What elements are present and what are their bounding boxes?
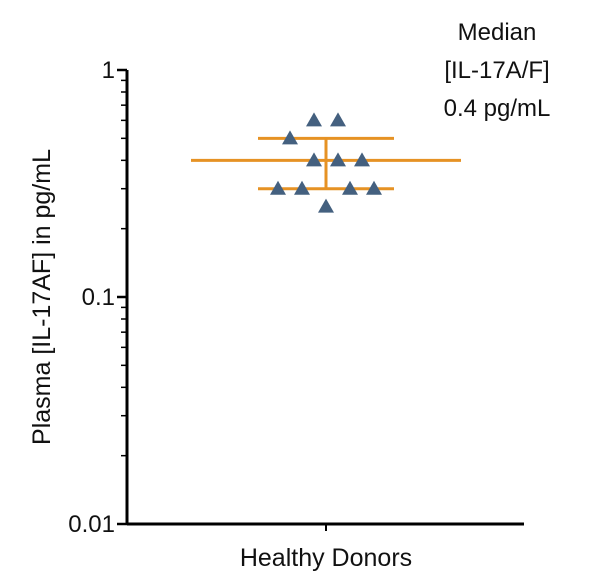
data-points [270,112,382,213]
data-point-triangle [282,130,298,145]
y-axis-title: Plasma [IL-17AF] in pg/mL [28,149,56,445]
x-axis-title: Healthy Donors [240,544,412,572]
data-point-triangle [294,180,310,195]
y-ticks: 1 0.1 0.01 [68,57,127,538]
y-tick-label: 0.1 [82,284,115,311]
data-point-triangle [330,112,346,127]
data-point-triangle [354,152,370,167]
data-point-triangle [270,180,286,195]
data-point-triangle [342,180,358,195]
y-tick-label: 1 [102,57,115,84]
data-point-triangle [366,180,382,195]
data-point-triangle [306,152,322,167]
y-tick-label: 0.01 [68,511,115,538]
median-annotation-line-1: Median [458,19,537,46]
data-point-triangle [306,112,322,127]
data-point-triangle [318,198,334,213]
median-annotation-line-2: [IL-17A/F] [444,57,549,84]
summary-bars [191,136,461,191]
data-point-triangle [330,152,346,167]
median-annotation-line-3: 0.4 pg/mL [444,95,551,122]
